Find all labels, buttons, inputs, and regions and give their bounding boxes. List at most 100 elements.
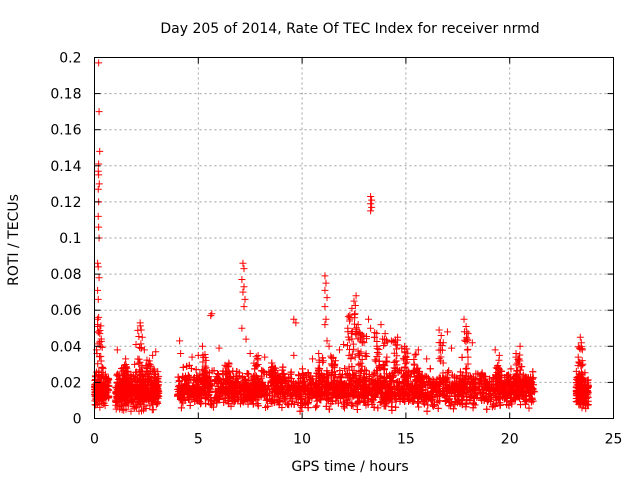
data-point [339, 389, 347, 397]
data-point [365, 395, 373, 403]
data-point [506, 388, 514, 396]
data-point [192, 366, 200, 374]
data-point [135, 383, 143, 391]
data-point [413, 385, 421, 393]
data-point [484, 397, 492, 405]
data-point [96, 390, 104, 398]
data-point [489, 401, 497, 409]
data-point [295, 384, 303, 392]
data-point [527, 398, 535, 406]
data-point [122, 405, 130, 413]
data-point [121, 397, 129, 405]
data-point [113, 384, 121, 392]
data-point [368, 376, 376, 384]
data-point [245, 370, 253, 378]
data-point [429, 375, 437, 383]
data-point [414, 399, 422, 407]
data-point [325, 405, 333, 413]
data-point [116, 405, 124, 413]
data-point [154, 399, 162, 407]
data-point [519, 381, 527, 389]
data-point [445, 367, 453, 375]
data-point [186, 396, 194, 404]
data-point [185, 361, 193, 369]
data-point [434, 404, 442, 412]
data-point [285, 373, 293, 381]
data-point [104, 394, 112, 402]
data-point [458, 353, 466, 361]
data-point [424, 374, 432, 382]
data-point [152, 401, 160, 409]
data-point [517, 401, 525, 409]
data-point [264, 382, 272, 390]
data-point [96, 403, 104, 411]
data-point [243, 370, 251, 378]
data-point [103, 381, 111, 389]
data-point [268, 359, 276, 367]
data-point [529, 368, 537, 376]
data-point [353, 406, 361, 414]
data-point [316, 396, 324, 404]
data-point [295, 371, 303, 379]
data-point [176, 377, 184, 385]
data-point [485, 396, 493, 404]
data-point [415, 403, 423, 411]
data-point [472, 390, 480, 398]
data-point [420, 397, 428, 405]
data-point [186, 401, 194, 409]
data-point [105, 393, 113, 401]
data-point [297, 395, 305, 403]
data-point [273, 384, 281, 392]
data-point [507, 365, 515, 373]
data-point [239, 398, 247, 406]
data-point [113, 397, 121, 405]
data-point [145, 394, 153, 402]
data-point [388, 406, 396, 414]
data-point [337, 395, 345, 403]
data-point [117, 388, 125, 396]
data-point [413, 392, 421, 400]
data-point [421, 381, 429, 389]
data-point [234, 395, 242, 403]
data-point [507, 398, 515, 406]
data-point [152, 393, 160, 401]
data-point [469, 404, 477, 412]
data-point [340, 402, 348, 410]
data-point [294, 378, 302, 386]
data-point [376, 399, 384, 407]
data-point [154, 381, 162, 389]
data-point [231, 398, 239, 406]
data-point [347, 402, 355, 410]
data-point [429, 402, 437, 410]
data-point [177, 404, 185, 412]
data-point [220, 398, 228, 406]
data-point [113, 371, 121, 379]
data-point [496, 401, 504, 409]
data-point [392, 403, 400, 411]
data-point [336, 367, 344, 375]
data-point [508, 397, 516, 405]
data-point [433, 398, 441, 406]
data-point [384, 386, 392, 394]
data-point [140, 401, 148, 409]
data-point [525, 388, 533, 396]
data-point [354, 393, 362, 401]
data-point [309, 384, 317, 392]
data-points [91, 59, 593, 415]
data-point [129, 389, 137, 397]
data-point [352, 400, 360, 408]
data-point [525, 404, 533, 412]
data-point [179, 363, 187, 371]
data-point [147, 390, 155, 398]
data-point [501, 381, 509, 389]
data-point [365, 375, 373, 383]
data-point [132, 368, 140, 376]
data-point [235, 372, 243, 380]
data-point [271, 391, 279, 399]
data-point [521, 398, 529, 406]
data-point [131, 360, 139, 368]
data-point [127, 392, 135, 400]
data-point [231, 378, 239, 386]
data-point [463, 388, 471, 396]
data-point [424, 389, 432, 397]
